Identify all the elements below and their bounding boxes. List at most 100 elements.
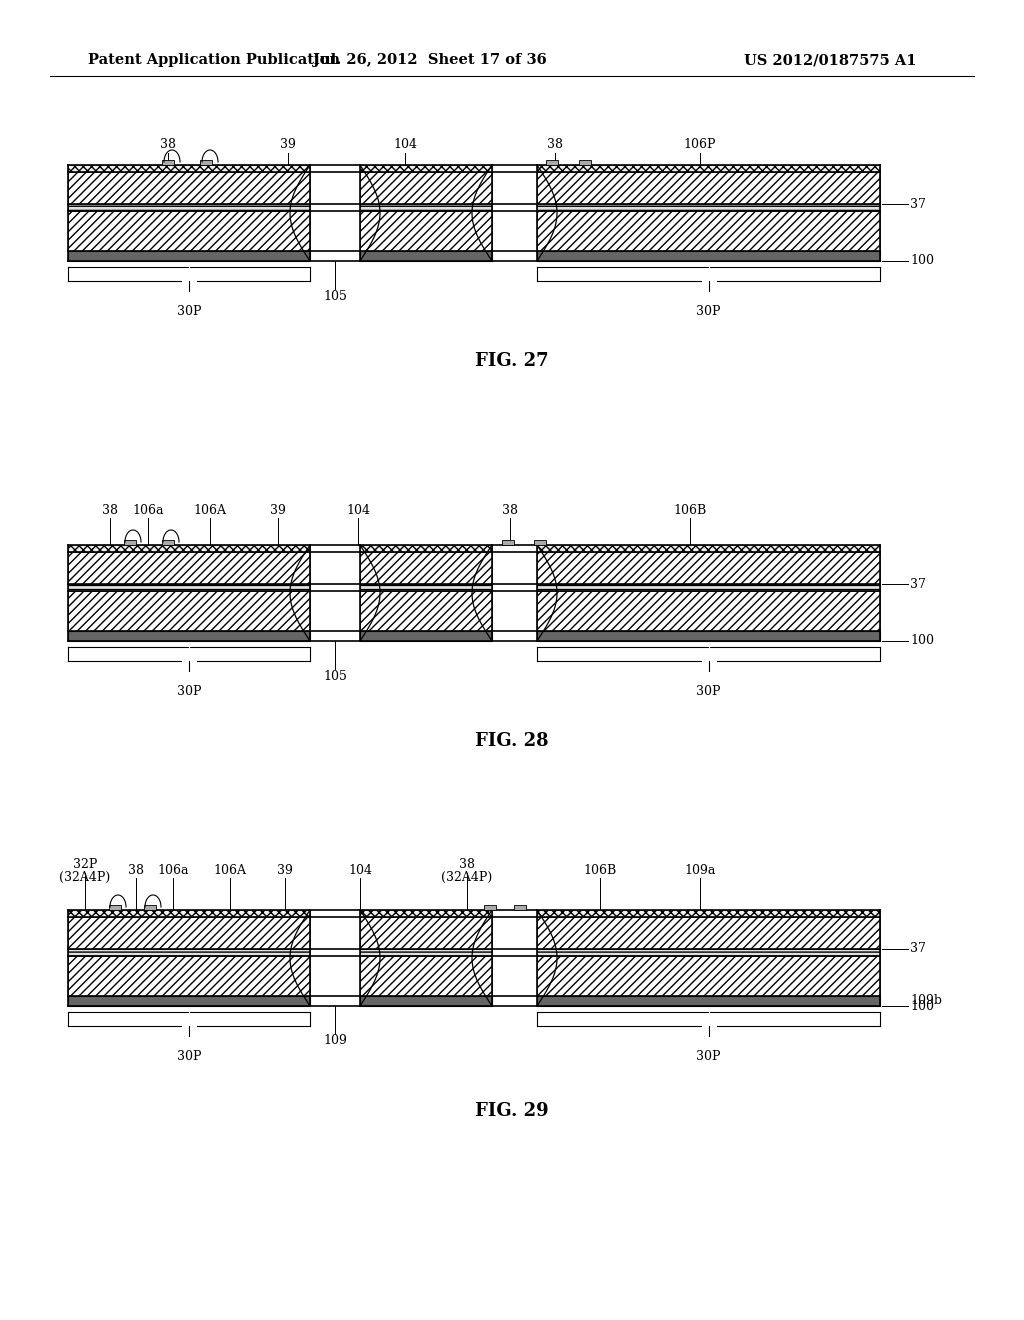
Text: 38: 38 (128, 863, 144, 876)
Bar (579, 160, 591, 165)
Text: 106a: 106a (158, 863, 188, 876)
Bar (360, 909, 492, 917)
Bar (537, 917, 880, 949)
Text: 100: 100 (910, 999, 934, 1012)
Bar (534, 540, 546, 545)
Bar (537, 545, 880, 552)
Text: 30P: 30P (177, 305, 202, 318)
Bar (537, 583, 880, 591)
Text: Jul. 26, 2012  Sheet 17 of 36: Jul. 26, 2012 Sheet 17 of 36 (313, 53, 547, 67)
Bar (360, 545, 492, 552)
Bar (68, 997, 310, 1006)
Bar (68, 909, 310, 917)
Text: FIG. 28: FIG. 28 (475, 733, 549, 750)
Text: 32P: 32P (73, 858, 97, 871)
Bar (68, 251, 310, 261)
Bar (537, 205, 880, 211)
Text: 38: 38 (547, 139, 563, 152)
Text: 106P: 106P (684, 139, 716, 152)
Text: FIG. 29: FIG. 29 (475, 1102, 549, 1119)
Text: 37: 37 (910, 578, 926, 590)
Bar (360, 949, 492, 956)
Bar (360, 205, 492, 211)
Bar (360, 211, 492, 251)
Bar (68, 165, 310, 172)
Bar (68, 583, 310, 591)
Bar (360, 251, 492, 261)
Bar (68, 211, 310, 251)
Text: (32A4P): (32A4P) (441, 870, 493, 883)
Text: 38: 38 (502, 503, 518, 516)
Text: 106B: 106B (584, 863, 616, 876)
Bar (537, 251, 880, 261)
Bar (514, 906, 526, 909)
Text: 30P: 30P (177, 1049, 202, 1063)
Text: 39: 39 (280, 139, 296, 152)
Text: 37: 37 (910, 942, 926, 956)
Text: 104: 104 (393, 139, 417, 152)
Bar (360, 591, 492, 631)
Bar (200, 160, 212, 165)
Bar (502, 540, 514, 545)
Text: 30P: 30P (696, 305, 721, 318)
Text: 30P: 30P (177, 685, 202, 698)
Text: 106A: 106A (194, 503, 226, 516)
Text: 109: 109 (323, 1035, 347, 1048)
Text: 100: 100 (910, 255, 934, 268)
Text: 106A: 106A (213, 863, 247, 876)
Text: 105: 105 (323, 669, 347, 682)
Bar (360, 552, 492, 583)
Text: 38: 38 (459, 858, 475, 871)
Bar (68, 545, 310, 552)
Text: 104: 104 (348, 863, 372, 876)
Bar (360, 997, 492, 1006)
Bar (124, 540, 136, 545)
Bar (546, 160, 558, 165)
Bar (537, 165, 880, 172)
Bar (537, 997, 880, 1006)
Text: 106a: 106a (132, 503, 164, 516)
Text: 100: 100 (910, 635, 934, 648)
Text: 39: 39 (270, 503, 286, 516)
Bar (68, 956, 310, 997)
Text: 38: 38 (160, 139, 176, 152)
Bar (68, 552, 310, 583)
Bar (537, 631, 880, 642)
Bar (360, 917, 492, 949)
Bar (360, 583, 492, 591)
Text: 30P: 30P (696, 1049, 721, 1063)
Text: 37: 37 (910, 198, 926, 210)
Bar (360, 956, 492, 997)
Bar (537, 949, 880, 956)
Bar (162, 540, 174, 545)
Bar (162, 160, 174, 165)
Bar (68, 917, 310, 949)
Text: 38: 38 (102, 503, 118, 516)
Bar (537, 172, 880, 205)
Bar (537, 552, 880, 583)
Text: 39: 39 (278, 863, 293, 876)
Text: (32A4P): (32A4P) (59, 870, 111, 883)
Bar (68, 949, 310, 956)
Bar (68, 591, 310, 631)
Bar (109, 906, 121, 909)
Bar (68, 205, 310, 211)
Text: 105: 105 (323, 289, 347, 302)
Text: 109b: 109b (910, 994, 942, 1007)
Bar (360, 631, 492, 642)
Bar (68, 172, 310, 205)
Bar (360, 165, 492, 172)
Text: 104: 104 (346, 503, 370, 516)
Text: 30P: 30P (696, 685, 721, 698)
Text: Patent Application Publication: Patent Application Publication (88, 53, 340, 67)
Text: US 2012/0187575 A1: US 2012/0187575 A1 (743, 53, 916, 67)
Text: FIG. 27: FIG. 27 (475, 352, 549, 370)
Bar (537, 211, 880, 251)
Bar (484, 906, 496, 909)
Bar (144, 906, 156, 909)
Bar (537, 956, 880, 997)
Bar (537, 909, 880, 917)
Bar (537, 591, 880, 631)
Text: 109a: 109a (684, 863, 716, 876)
Bar (68, 631, 310, 642)
